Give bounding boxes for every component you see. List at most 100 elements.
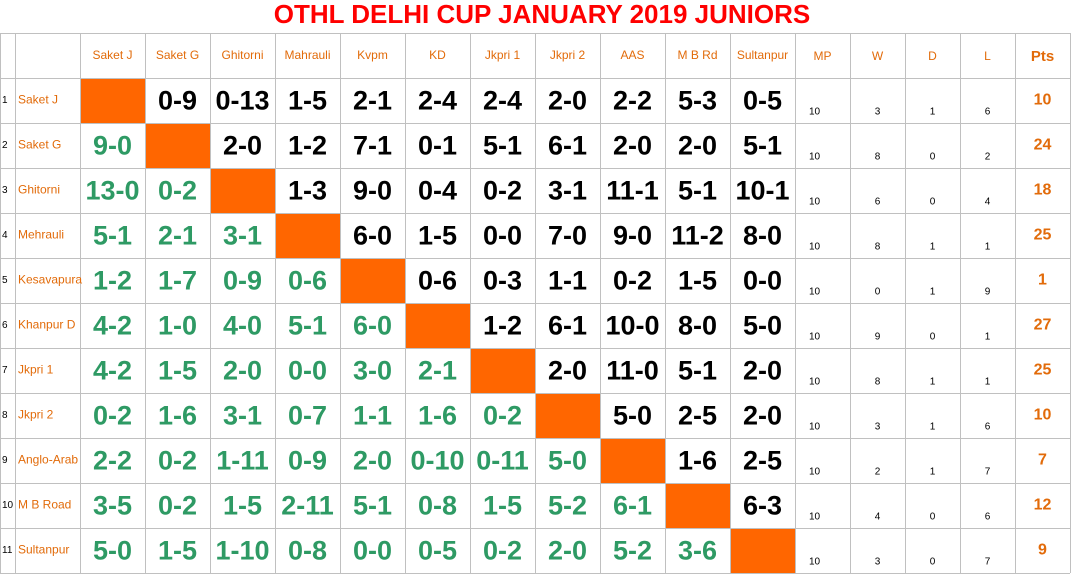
score: 1-5 (288, 86, 327, 116)
score: 1-5 (223, 491, 262, 521)
column-header: Mahrauli (284, 48, 330, 62)
score: 7-1 (353, 131, 392, 161)
diagonal-cell (276, 214, 340, 258)
score: 2-0 (548, 536, 587, 566)
team-name: Jkpri 2 (18, 408, 54, 422)
score: 0-2 (483, 176, 522, 206)
stat: 7 (985, 557, 991, 568)
stat: 0 (930, 332, 936, 343)
stat: 0 (930, 557, 936, 568)
stat: 0 (875, 287, 881, 298)
points: 10 (1034, 407, 1052, 424)
score: 0-0 (353, 536, 392, 566)
score: 3-5 (93, 491, 132, 521)
score: 5-1 (353, 491, 392, 521)
row-number: 3 (2, 185, 8, 196)
title: OTHL DELHI CUP JANUARY 2019 JUNIORS (274, 0, 811, 29)
score: 2-4 (418, 86, 457, 116)
score: 0-3 (483, 266, 522, 296)
score: 6-0 (353, 311, 392, 341)
score: 0-2 (158, 176, 197, 206)
score: 0-6 (418, 266, 457, 296)
stat: 1 (930, 287, 936, 298)
score: 1-3 (288, 176, 327, 206)
score: 9-0 (613, 221, 652, 251)
score: 2-4 (483, 86, 522, 116)
score: 0-13 (215, 86, 269, 116)
score: 9-0 (353, 176, 392, 206)
score: 2-2 (613, 86, 652, 116)
score: 5-0 (613, 401, 652, 431)
row-number: 8 (2, 410, 8, 421)
diagonal-cell (731, 529, 795, 573)
stat-header: MP (814, 49, 832, 63)
score: 0-2 (93, 401, 132, 431)
points: 7 (1038, 452, 1047, 469)
points: 25 (1034, 362, 1052, 379)
score: 0-5 (418, 536, 457, 566)
score: 8-0 (678, 311, 717, 341)
score: 1-6 (418, 401, 457, 431)
stat: 10 (809, 377, 821, 388)
score: 0-1 (418, 131, 457, 161)
score: 13-0 (85, 176, 139, 206)
diagonal-cell (81, 79, 145, 123)
diagonal-cell (146, 124, 210, 168)
diagonal-cell (211, 169, 275, 213)
stat: 10 (809, 332, 821, 343)
column-header: Ghitorni (221, 48, 263, 62)
stat-header: W (872, 49, 884, 63)
score: 1-10 (215, 536, 269, 566)
score: 0-2 (158, 491, 197, 521)
points: 25 (1034, 227, 1052, 244)
score: 11-1 (606, 176, 659, 206)
score: 1-2 (288, 131, 327, 161)
score: 4-2 (93, 356, 132, 386)
stat: 3 (875, 422, 881, 433)
score: 2-0 (613, 131, 652, 161)
score: 5-1 (678, 356, 717, 386)
score: 5-0 (93, 536, 132, 566)
stat: 1 (930, 422, 936, 433)
score: 0-11 (476, 446, 529, 476)
score: 6-1 (613, 491, 652, 521)
score: 1-6 (158, 401, 197, 431)
score: 0-0 (743, 266, 782, 296)
team-name: M B Road (18, 498, 71, 512)
score: 1-2 (93, 266, 132, 296)
score: 2-0 (743, 356, 782, 386)
team-name: Anglo-Arab (18, 453, 78, 467)
team-name: Saket G (18, 138, 61, 152)
score: 3-1 (223, 221, 262, 251)
score: 2-0 (548, 86, 587, 116)
stat: 3 (875, 107, 881, 118)
score: 2-1 (353, 86, 392, 116)
score: 1-6 (678, 446, 717, 476)
diagonal-cell (666, 484, 730, 528)
stat: 10 (809, 512, 821, 523)
stat: 1 (930, 467, 936, 478)
stat: 9 (875, 332, 881, 343)
score: 0-2 (158, 446, 197, 476)
stat: 10 (809, 467, 821, 478)
row-number: 6 (2, 320, 8, 331)
score: 10-0 (605, 311, 659, 341)
score: 1-5 (158, 356, 197, 386)
score: 0-7 (288, 401, 327, 431)
column-header: AAS (620, 48, 644, 62)
stat-header: L (984, 49, 991, 63)
row-number: 11 (2, 545, 13, 556)
score: 0-2 (483, 536, 522, 566)
score: 1-5 (158, 536, 197, 566)
row-number: 4 (2, 230, 8, 241)
points: 12 (1034, 497, 1052, 514)
score: 11-0 (606, 356, 659, 386)
score: 1-5 (418, 221, 457, 251)
score: 1-5 (678, 266, 717, 296)
score: 4-0 (223, 311, 262, 341)
score: 5-0 (743, 311, 782, 341)
stat: 0 (930, 512, 936, 523)
score: 2-0 (223, 131, 262, 161)
diagonal-cell (536, 394, 600, 438)
diagonal-cell (471, 349, 535, 393)
